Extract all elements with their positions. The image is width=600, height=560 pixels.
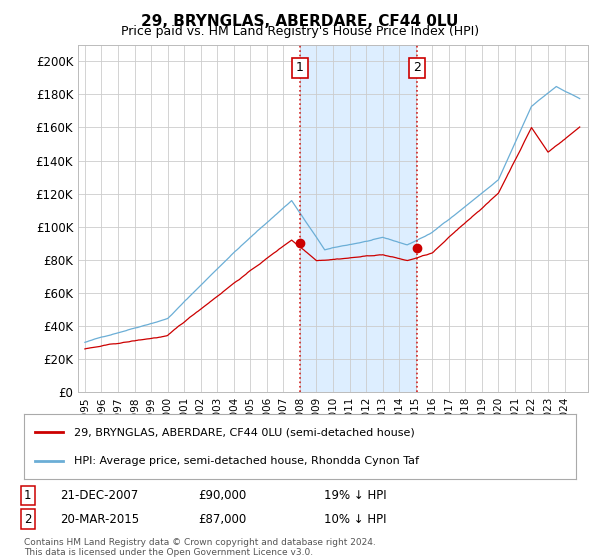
Text: 2: 2 <box>24 512 32 526</box>
Text: HPI: Average price, semi-detached house, Rhondda Cynon Taf: HPI: Average price, semi-detached house,… <box>74 456 419 466</box>
Text: 10% ↓ HPI: 10% ↓ HPI <box>324 512 386 526</box>
Bar <box>300 45 417 392</box>
Text: Contains HM Land Registry data © Crown copyright and database right 2024.
This d: Contains HM Land Registry data © Crown c… <box>24 538 376 557</box>
Text: 29, BRYNGLAS, ABERDARE, CF44 0LU (semi-detached house): 29, BRYNGLAS, ABERDARE, CF44 0LU (semi-d… <box>74 427 415 437</box>
Text: 20-MAR-2015: 20-MAR-2015 <box>60 512 139 526</box>
Text: 1: 1 <box>24 489 32 502</box>
Text: Price paid vs. HM Land Registry's House Price Index (HPI): Price paid vs. HM Land Registry's House … <box>121 25 479 38</box>
Text: 21-DEC-2007: 21-DEC-2007 <box>60 489 138 502</box>
Text: 29, BRYNGLAS, ABERDARE, CF44 0LU: 29, BRYNGLAS, ABERDARE, CF44 0LU <box>142 14 458 29</box>
Text: £90,000: £90,000 <box>198 489 246 502</box>
Text: 19% ↓ HPI: 19% ↓ HPI <box>324 489 386 502</box>
Text: 2: 2 <box>413 62 421 74</box>
Text: 1: 1 <box>296 62 304 74</box>
Text: £87,000: £87,000 <box>198 512 246 526</box>
